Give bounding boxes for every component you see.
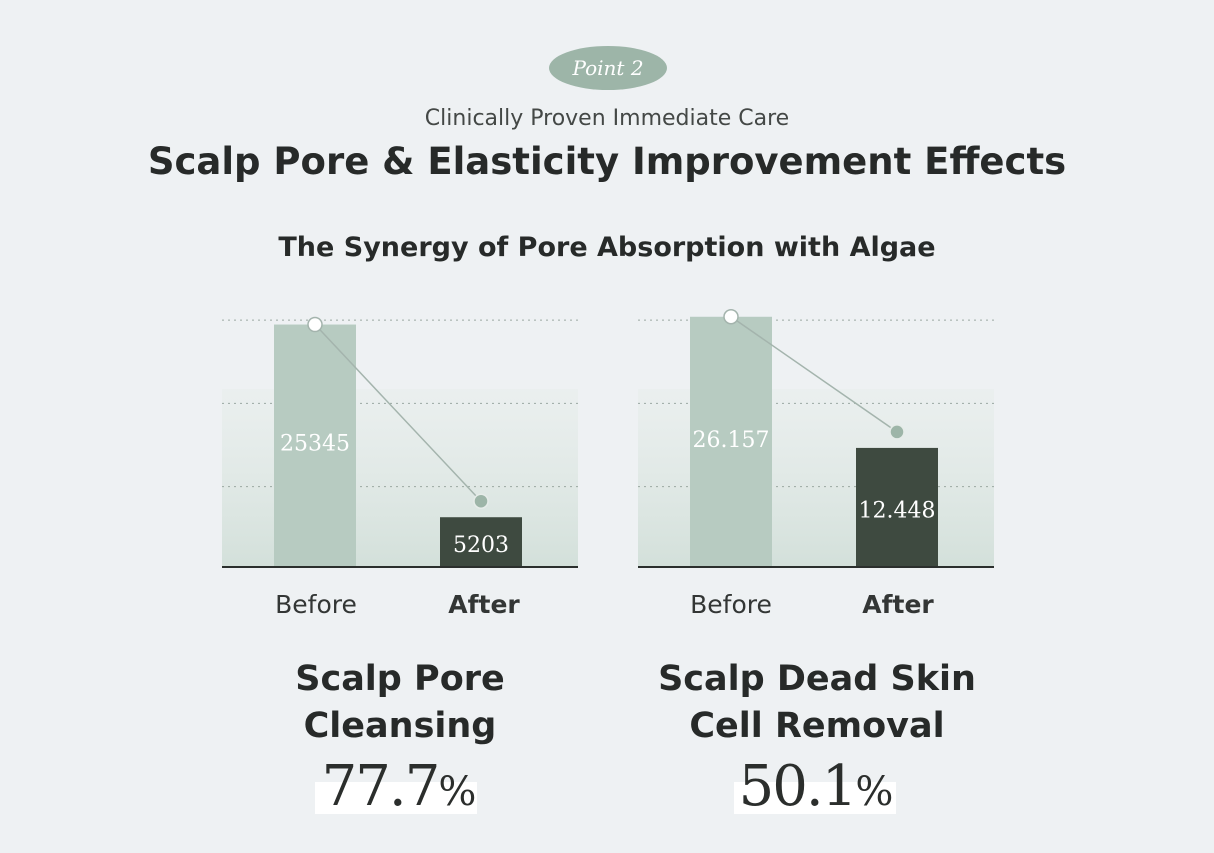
metric-title-dead-skin-removal: Scalp Dead Skin Cell Removal (607, 656, 1027, 750)
improvement-percentage: 77.7% (249, 752, 549, 827)
section-title: The Synergy of Pore Absorption with Alga… (278, 232, 936, 263)
chart-1-category-after: After (448, 590, 520, 619)
bar-before (274, 324, 356, 567)
point-badge: Point 2 (549, 46, 667, 90)
page-subtitle: Clinically Proven Immediate Care (424, 106, 790, 131)
value-label-before: 26.157 (693, 428, 770, 453)
bar-after (440, 517, 522, 567)
value-label-before: 25345 (280, 432, 350, 457)
pore-cleansing-chart: 25345 5203 (222, 316, 578, 568)
bar-before (690, 316, 772, 567)
percentage-unit: % (855, 769, 894, 815)
point-after (889, 424, 905, 440)
metric-title-line: Scalp Pore (295, 659, 505, 699)
percentage-value: 50.1 (738, 754, 858, 819)
value-label-after: 12.448 (859, 498, 936, 523)
metric-title-line: Cleansing (303, 706, 497, 746)
chart-2-category-after: After (862, 590, 934, 619)
value-label-after: 5203 (453, 533, 509, 558)
dead-skin-removal-chart: 26.157 12.448 (638, 309, 994, 568)
point-before (307, 316, 323, 333)
metric-title-line: Scalp Dead Skin (658, 659, 976, 699)
page-title: Scalp Pore & Elasticity Improvement Effe… (147, 140, 1067, 183)
point-after (473, 493, 489, 509)
bar-after (856, 447, 938, 567)
metric-title-line: Cell Removal (689, 706, 945, 746)
trend-line (314, 324, 482, 502)
percentage-unit: % (438, 769, 477, 815)
percentage-highlight (734, 782, 896, 814)
chart-1-category-before: Before (275, 590, 357, 619)
metric-title-pore-cleansing: Scalp Pore Cleansing (190, 656, 610, 750)
chart-2-category-before: Before (690, 590, 772, 619)
improvement-percentage: 50.1% (666, 752, 966, 827)
percentage-highlight (315, 782, 477, 814)
percentage-value: 77.7 (321, 754, 441, 819)
trend-line (730, 316, 898, 433)
point-before (723, 309, 739, 325)
